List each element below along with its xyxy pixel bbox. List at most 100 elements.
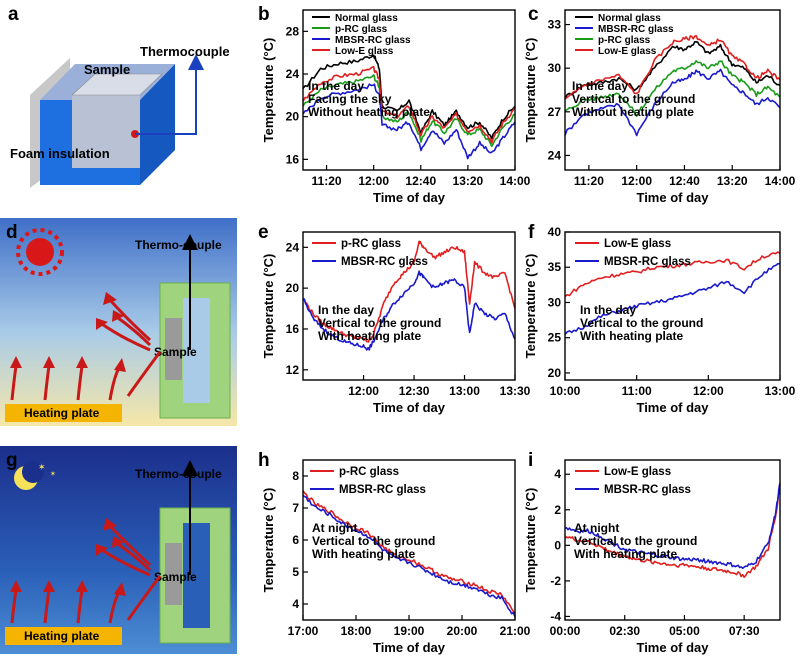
plot-frame (564, 459, 781, 621)
diagram-d: d Heating plate Thermo-couple Sample (0, 218, 237, 426)
legend-label: MBSR-RC glass (598, 24, 674, 35)
y-axis-title: Temperature (°C) (261, 254, 276, 359)
series-line-mbsr-rc-glass (564, 262, 781, 336)
series-line-p-rc-glass (302, 74, 516, 148)
heat-arrowheads-g (10, 518, 126, 596)
x-tick-label: 00:00 (550, 624, 581, 638)
series-line-mbsr-rc-glass (302, 83, 516, 160)
y-tick-label: 33 (548, 18, 562, 32)
legend-label: p-RC glass (341, 238, 401, 250)
annotation-text: At night (574, 521, 619, 535)
panel-label-i: i (528, 450, 533, 471)
legend-label: Low-E glass (598, 46, 657, 57)
y-tick-label: 24 (548, 148, 562, 162)
panel-label-h: h (258, 450, 270, 471)
series-line-mbsr-rc-glass (302, 494, 516, 618)
y-tick-label: 4 (554, 467, 561, 481)
label-heating-plate-g: Heating plate (24, 629, 100, 643)
series-line-low-e-glass (564, 251, 781, 298)
x-tick-label: 13:00 (765, 384, 796, 398)
frame-inner-d (183, 298, 210, 403)
moon-icon (14, 461, 44, 490)
y-tick-label: 20 (548, 366, 562, 380)
annotation-text: With heating plate (318, 329, 422, 343)
heat-arrows-d (10, 298, 162, 401)
annotation-text: In the day (572, 79, 628, 93)
legend-label: Low-E glass (335, 46, 394, 57)
x-tick-label: 18:00 (341, 624, 372, 638)
y-tick-label: 16 (286, 322, 300, 336)
legend-label: MBSR-RC glass (604, 256, 691, 268)
chart-b: 11:20 12:00 12:40 13:20 14:00 16 20 24 28 Time of… (261, 9, 531, 205)
sample-glass-g (165, 543, 182, 605)
star-icon: ✶ (50, 470, 56, 478)
chart-f: 10:00 11:00 12:00 13:00 20 25 30 35 40 Time of da… (523, 225, 796, 415)
panel-label-a: a (8, 4, 19, 25)
x-tick-label: 13:00 (449, 384, 480, 398)
legend-label: MBSR-RC glass (335, 35, 411, 46)
label-foam-insulation: Foam insulation (10, 146, 110, 161)
x-tick-label: 19:00 (394, 624, 425, 638)
heating-plate-g (5, 627, 122, 645)
diagram-a: a Sample Thermocouple Foam insulation (8, 4, 230, 188)
x-tick-label: 12:00 (621, 174, 652, 188)
legend-label: p-RC glass (339, 466, 399, 478)
x-tick-label: 17:00 (288, 624, 319, 638)
x-tick-label: 10:00 (550, 384, 581, 398)
annotation-text: In the day (580, 303, 636, 317)
x-tick-label: 13:30 (500, 384, 531, 398)
series-line-p-rc-glass (302, 490, 516, 615)
legend-label: Normal glass (335, 13, 398, 24)
x-tick-label: 12:00 (693, 384, 724, 398)
y-tick-label: 30 (548, 61, 562, 75)
y-tick-label: 16 (286, 152, 300, 166)
x-tick-label: 12:30 (399, 384, 430, 398)
legend-label: p-RC glass (335, 24, 388, 35)
annotation-text: Vertical to the ground (580, 316, 703, 330)
x-tick-label: 12:40 (405, 174, 436, 188)
series-line-mbsr-rc-glass (564, 68, 781, 137)
y-axis-title: Temperature (°C) (523, 38, 538, 143)
series-line-mbsr-rc-glass (302, 270, 516, 351)
y-tick-label: 27 (548, 105, 562, 119)
series-line-p-rc-glass (302, 240, 516, 343)
y-axis-title: Temperature (°C) (523, 254, 538, 359)
y-tick-label: 6 (292, 533, 299, 547)
chart-i: 00:00 02:30 05:00 07:30 -4 -2 0 2 4 Time of day Te… (523, 459, 781, 655)
star-icon: ✶ (38, 462, 46, 472)
y-tick-label: 7 (292, 501, 299, 515)
annotation-text: Vertical to the ground (572, 92, 695, 106)
label-heating-plate-d: Heating plate (24, 406, 100, 420)
label-sample-d: Sample (154, 345, 197, 359)
x-tick-label: 12:00 (348, 384, 379, 398)
chart-h: 17:00 18:00 19:00 20:00 21:00 4 5 6 7 8 Time of da… (261, 459, 531, 655)
foam-side (140, 64, 175, 185)
annotation-text: In the day (308, 79, 364, 93)
x-tick-label: 05:00 (669, 624, 700, 638)
y-tick-label: 5 (292, 565, 299, 579)
annotation-text: At night (312, 521, 357, 535)
plot-frame (564, 9, 781, 171)
y-tick-label: 30 (548, 295, 562, 309)
x-tick-label: 02:30 (609, 624, 640, 638)
panel-label-b: b (258, 4, 270, 25)
x-axis-title: Time of day (373, 190, 446, 205)
legend-label: MBSR-RC glass (341, 256, 428, 268)
annotation-text: In the day (318, 303, 374, 317)
heating-plate-d (5, 404, 122, 422)
x-tick-label: 20:00 (447, 624, 478, 638)
annotation-text: Vertical to the ground (312, 534, 435, 548)
series-line-mbsr-rc-glass (564, 482, 781, 570)
chart-c: 11:20 12:00 12:40 13:20 14:00 24 27 30 33 Time of… (523, 9, 796, 205)
legend-label: Normal glass (598, 13, 661, 24)
annotation-text: With heating plate (580, 329, 684, 343)
series-line-low-e-glass (564, 484, 781, 579)
heat-arrowheads-d (10, 292, 126, 372)
x-tick-label: 07:30 (729, 624, 760, 638)
series-line-p-rc-glass (564, 59, 781, 117)
y-tick-label: 24 (286, 240, 300, 254)
sun-icon (16, 228, 64, 276)
y-tick-label: 8 (292, 469, 299, 483)
y-axis-title: Temperature (°C) (261, 488, 276, 593)
